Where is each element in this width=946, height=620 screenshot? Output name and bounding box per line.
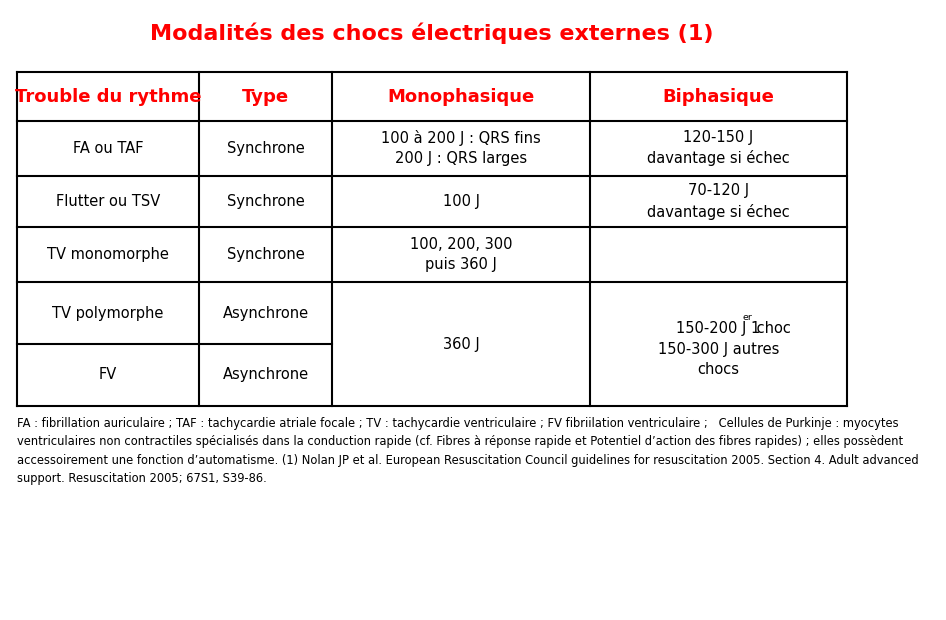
Text: Flutter ou TSV: Flutter ou TSV (56, 194, 160, 209)
Text: chocs: chocs (697, 363, 740, 378)
Text: Trouble du rythme: Trouble du rythme (15, 87, 201, 105)
Text: 360 J: 360 J (443, 337, 480, 352)
Text: TV monomorphe: TV monomorphe (47, 247, 169, 262)
Text: Asynchrone: Asynchrone (223, 306, 309, 321)
Text: choc: choc (752, 321, 791, 336)
Text: 120-150 J
davantage si échec: 120-150 J davantage si échec (647, 130, 790, 166)
Text: FA : fibrillation auriculaire ; TAF : tachycardie atriale focale ; TV : tachycar: FA : fibrillation auriculaire ; TAF : ta… (17, 417, 919, 485)
Text: FA ou TAF: FA ou TAF (73, 141, 144, 156)
Text: Modalités des chocs électriques externes (1): Modalités des chocs électriques externes… (150, 23, 713, 45)
Text: FV: FV (99, 367, 117, 383)
Text: 100, 200, 300
puis 360 J: 100, 200, 300 puis 360 J (410, 237, 513, 272)
Text: 150-200 J 1: 150-200 J 1 (676, 321, 761, 336)
Text: 100 à 200 J : QRS fins
200 J : QRS larges: 100 à 200 J : QRS fins 200 J : QRS large… (381, 130, 541, 166)
Text: TV polymorphe: TV polymorphe (52, 306, 164, 321)
Text: Monophasique: Monophasique (388, 87, 534, 105)
Text: er: er (743, 313, 752, 322)
Text: Asynchrone: Asynchrone (223, 367, 309, 383)
Text: Type: Type (242, 87, 289, 105)
Text: 100 J: 100 J (443, 194, 480, 209)
Text: Synchrone: Synchrone (227, 141, 305, 156)
Text: Synchrone: Synchrone (227, 194, 305, 209)
Text: Biphasique: Biphasique (662, 87, 775, 105)
Text: 70-120 J
davantage si échec: 70-120 J davantage si échec (647, 184, 790, 219)
Text: 150-300 J autres: 150-300 J autres (657, 342, 780, 356)
Text: Synchrone: Synchrone (227, 247, 305, 262)
